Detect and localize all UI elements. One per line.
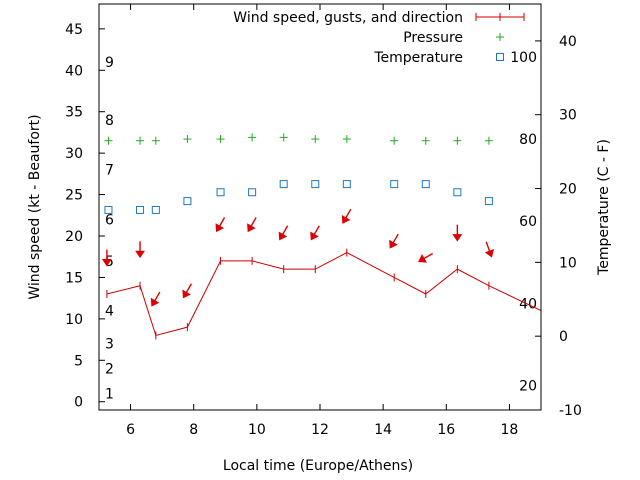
legend-temperature-sample (496, 53, 504, 61)
y2-tick-label: -10 (559, 403, 582, 419)
temperature-point (104, 205, 113, 214)
fahrenheit-label: 60 (519, 214, 537, 230)
pressure-point (248, 133, 257, 142)
y-tick-label: 25 (65, 188, 83, 204)
temperature-point (421, 180, 430, 189)
wind-arrow-head (101, 259, 112, 267)
wind-direction-arrow (215, 217, 226, 233)
wind-direction-arrow (389, 233, 399, 249)
pressure-point (279, 133, 288, 142)
wind-arrow-head (150, 297, 160, 307)
temperature-point (183, 197, 192, 206)
pressure-point (484, 136, 493, 145)
wind-direction-arrow (278, 225, 289, 241)
y2-axis-label: Temperature (C - F) (596, 139, 612, 276)
legend-label: Pressure (403, 30, 463, 46)
y-tick-label: 20 (65, 229, 83, 245)
wind-arrow-head (389, 239, 398, 249)
y-tick-label: 35 (65, 105, 83, 121)
x-tick-label: 16 (437, 422, 455, 438)
beaufort-label: 1 (105, 386, 114, 402)
x-tick-label: 12 (311, 422, 329, 438)
wind-arrow-head (484, 248, 495, 258)
legend-label: Wind speed, gusts, and direction (233, 10, 463, 26)
beaufort-label: 3 (105, 337, 114, 353)
wind-arrow-head (135, 250, 145, 259)
x-tick-label: 10 (248, 422, 266, 438)
x-axis-label: Local time (Europe/Athens) (223, 458, 413, 474)
pressure-point (453, 136, 462, 145)
wind-arrow-head (310, 231, 319, 241)
pressure-point (216, 135, 225, 144)
wind-direction-arrow (452, 224, 463, 242)
wind-arrow-head (418, 254, 427, 263)
beaufort-label: 9 (105, 55, 114, 71)
y-tick-label: 15 (65, 270, 83, 286)
plot-frame (98, 3, 542, 411)
temperature-point (136, 205, 145, 214)
wind-direction-arrow (418, 252, 434, 263)
x-tick-label: 14 (374, 422, 392, 438)
y2-tick-label: 10 (559, 255, 577, 271)
beaufort-label: 4 (105, 304, 114, 320)
wind-arrow-head (182, 289, 191, 299)
fahrenheit-label: 100 (510, 50, 537, 66)
wind-direction-arrow (247, 217, 257, 233)
pressure-point (421, 136, 430, 145)
temperature-point (248, 188, 257, 197)
temperature-point (342, 180, 351, 189)
beaufort-label: 6 (105, 212, 114, 228)
wind-arrow-head (452, 234, 463, 242)
y2-tick-label: 30 (559, 108, 577, 124)
pressure-point (151, 136, 160, 145)
pressure-point (104, 136, 113, 145)
pressure-point (183, 135, 192, 144)
legend-label: Temperature (373, 50, 463, 66)
beaufort-label: 7 (105, 163, 114, 179)
wind-direction-arrow (341, 208, 352, 224)
pressure-point (136, 136, 145, 145)
y-tick-label: 5 (74, 353, 83, 369)
temperature-point (216, 188, 225, 197)
wind-direction-arrow (310, 225, 320, 241)
beaufort-label: 8 (105, 113, 114, 129)
y-tick-label: 40 (65, 63, 83, 79)
wind-direction-arrow (484, 241, 495, 258)
wind-arrow-head (247, 223, 256, 233)
y-tick-label: 10 (65, 312, 83, 328)
temperature-point (484, 197, 493, 206)
fahrenheit-label: 80 (519, 132, 537, 148)
y2-tick-label: 0 (559, 329, 568, 345)
wind-arrow-head (341, 214, 351, 224)
x-tick-label: 8 (189, 422, 198, 438)
pressure-point (342, 135, 351, 144)
wind-arrow-head (278, 231, 288, 241)
temperature-point (311, 180, 320, 189)
y-tick-label: 30 (65, 146, 83, 162)
temperature-point (279, 180, 288, 189)
y-axis-label: Wind speed (kt - Beaufort) (27, 114, 43, 299)
x-tick-label: 6 (126, 422, 135, 438)
wind-direction-arrow (182, 283, 193, 299)
wind-speed-line (106, 252, 541, 337)
fahrenheit-label: 20 (519, 379, 537, 395)
wind-arrow-head (215, 223, 225, 233)
y2-tick-label: 20 (559, 182, 577, 198)
pressure-point (390, 136, 399, 145)
temperature-point (151, 205, 160, 214)
temperature-point (390, 180, 399, 189)
wind-direction-arrow (150, 291, 161, 307)
temperature-point (453, 188, 462, 197)
pressure-point (311, 135, 320, 144)
wind-direction-arrow (101, 249, 112, 267)
wind-direction-arrow (135, 241, 145, 259)
x-tick-label: 18 (501, 422, 519, 438)
y-tick-label: 0 (74, 395, 83, 411)
beaufort-label: 2 (105, 362, 114, 378)
y2-tick-label: 40 (559, 34, 577, 50)
y-tick-label: 45 (65, 22, 83, 38)
